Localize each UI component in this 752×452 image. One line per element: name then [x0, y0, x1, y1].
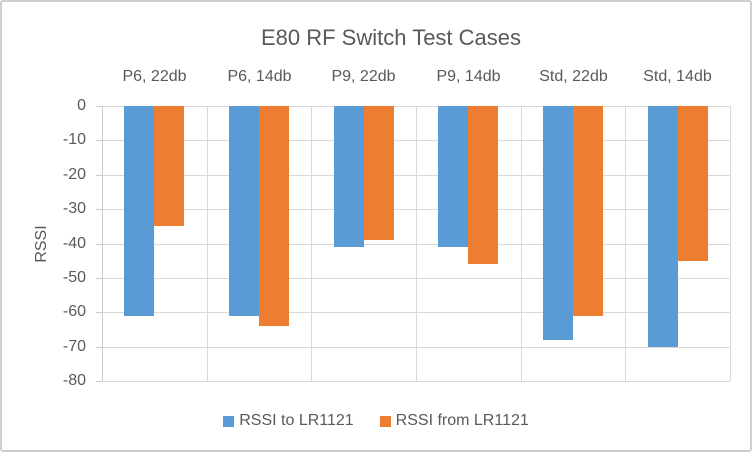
gridline-v — [625, 106, 626, 381]
legend-label: RSSI from LR1121 — [395, 412, 529, 429]
y-tick-mark — [96, 278, 102, 279]
category-label: Std, 22db — [539, 68, 608, 85]
category-label: P9, 14db — [436, 68, 501, 85]
y-tick-mark — [96, 175, 102, 176]
y-tick-label: -30 — [62, 200, 86, 217]
bar-from-cat3 — [468, 106, 499, 265]
legend-item: RSSI from LR1121 — [379, 412, 529, 430]
bar-from-cat2 — [363, 106, 394, 241]
category-label: P6, 14db — [227, 68, 292, 85]
gridline-v — [311, 106, 312, 381]
bar-to-cat3 — [438, 106, 469, 247]
bar-from-cat5 — [677, 106, 708, 261]
y-tick-label: -80 — [62, 372, 86, 389]
y-tick-label: -60 — [62, 303, 86, 320]
category-label: P9, 22db — [331, 68, 396, 85]
y-tick-mark — [96, 140, 102, 141]
y-axis-line — [102, 106, 103, 381]
legend-swatch-icon — [223, 415, 235, 427]
bar-to-cat5 — [647, 106, 678, 347]
bar-to-cat2 — [333, 106, 364, 247]
gridline-v — [207, 106, 208, 381]
y-tick-mark — [96, 209, 102, 210]
category-label: P6, 22db — [122, 68, 187, 85]
y-tick-mark — [96, 106, 102, 107]
gridline-v — [521, 106, 522, 381]
y-tick-mark — [96, 312, 102, 313]
plot-area — [102, 106, 731, 382]
bar-to-cat4 — [543, 106, 573, 340]
gridline-v — [416, 106, 417, 381]
y-tick-label: -50 — [62, 269, 86, 286]
bar-from-cat0 — [154, 106, 185, 227]
y-tick-label: -20 — [62, 166, 86, 183]
y-tick-mark — [96, 347, 102, 348]
legend-label: RSSI to LR1121 — [239, 412, 354, 429]
y-axis-title: RSSI — [33, 225, 50, 263]
gridline-v — [730, 106, 731, 381]
y-tick-label: 0 — [77, 97, 86, 114]
gridline-h — [102, 381, 730, 382]
bar-from-cat4 — [573, 106, 603, 316]
bar-to-cat1 — [229, 106, 259, 316]
bar-from-cat1 — [259, 106, 289, 326]
y-tick-mark — [96, 381, 102, 382]
category-label: Std, 14db — [643, 68, 712, 85]
y-tick-label: -10 — [62, 131, 86, 148]
legend-item: RSSI to LR1121 — [223, 412, 354, 430]
chart-title: E80 RF Switch Test Cases — [260, 25, 522, 50]
bar-to-cat0 — [124, 106, 155, 316]
y-tick-label: -70 — [62, 338, 86, 355]
legend-swatch-icon — [379, 415, 391, 427]
y-tick-label: -40 — [62, 235, 86, 252]
y-tick-mark — [96, 244, 102, 245]
legend: RSSI to LR1121 RSSI from LR1121 — [2, 410, 750, 432]
